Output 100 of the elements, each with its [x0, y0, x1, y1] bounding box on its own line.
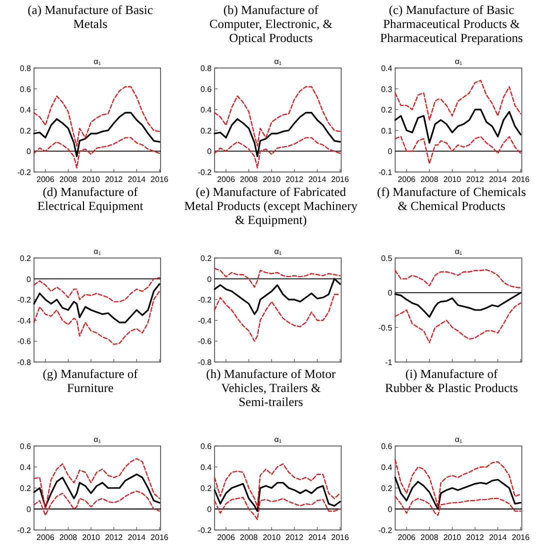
y-tick-label: -0.4 [17, 316, 32, 326]
chart-subtitle: α₁ [454, 435, 462, 444]
chart-title: (b) Manufacture of Computer, Electronic, & Optical Products [209, 3, 333, 45]
chart-title: (h) Manufacture of Motor Vehicles, Trailers & Semi-trailers [206, 367, 336, 409]
y-tick-label: -0.2 [198, 296, 212, 305]
x-tick-label: 2014 [488, 175, 508, 184]
chart-subtitle: α₁ [94, 57, 102, 66]
chart-title: (d) Manufacture of Electrical Equipment [37, 185, 144, 213]
y-tick-label: 0.6 [20, 442, 32, 451]
y-tick-label: 0.8 [200, 64, 212, 73]
y-tick-label: -0.6 [17, 337, 32, 346]
line-series [214, 278, 341, 315]
line-series [33, 474, 160, 508]
x-tick-label: 2012 [466, 533, 484, 542]
y-tick-label: 0.2 [20, 484, 32, 493]
y-tick-label: 0.2 [20, 254, 32, 263]
x-tick-label: 2008 [420, 533, 439, 542]
x-tick-label: 2012 [104, 533, 124, 542]
x-tick-label: 2012 [286, 175, 304, 184]
line-series [33, 137, 160, 168]
y-tick-label: 0.2 [200, 484, 212, 493]
x-tick-label: 2006 [36, 533, 55, 542]
x-tick-label: 2014 [128, 175, 146, 184]
y-tick-label: 0 [207, 274, 212, 284]
y-tick-label: 0 [26, 274, 32, 284]
x-tick-label: 2016 [512, 175, 530, 184]
y-tick-label: 0 [26, 147, 32, 156]
y-tick-label: 0.8 [20, 64, 32, 73]
line-series [394, 476, 522, 510]
x-tick-label: 2010 [82, 175, 100, 184]
line-series [214, 137, 341, 168]
x-tick-label: 2010 [262, 533, 282, 542]
x-tick-label: 2008 [240, 175, 258, 184]
x-tick-label: 2014 [308, 175, 327, 184]
y-tick-label: -1 [385, 358, 393, 367]
y-tick-label: 0.1 [381, 126, 393, 136]
x-tick-label: 2006 [36, 175, 55, 184]
y-tick-label: -0.2 [17, 296, 32, 305]
y-tick-label: 0.4 [20, 463, 32, 472]
chart-subtitle: α₁ [454, 247, 462, 256]
y-tick-label: 0.5 [381, 254, 393, 263]
x-tick-label: 2016 [150, 533, 169, 542]
line-series [394, 136, 522, 164]
x-tick-label: 2012 [286, 533, 304, 542]
line-series [33, 86, 160, 147]
y-tick-label: 0.4 [381, 463, 393, 472]
y-tick-label: 0.6 [381, 442, 393, 451]
x-tick-label: 2014 [128, 533, 146, 542]
x-tick-label: 2006 [398, 175, 416, 184]
y-tick-label: -0.8 [198, 358, 212, 367]
y-tick-label: 0 [388, 288, 393, 298]
x-tick-label: 2012 [104, 175, 124, 184]
line-series [33, 283, 160, 324]
chart-title: (a) Manufacture of Basic Metals [28, 3, 154, 31]
x-tick-label: 2008 [59, 533, 78, 542]
x-tick-label: 2010 [443, 175, 462, 184]
chart-subtitle: α₁ [454, 57, 462, 66]
chart-title: (e) Manufacture of Fabricated Metal Products (except Machinery & Equipment) [184, 185, 358, 227]
chart-title: (i) Manufacture of Rubber & Plastic Products [385, 367, 518, 395]
y-tick-label: 0.6 [200, 84, 212, 94]
line-series [214, 268, 341, 288]
y-tick-label: -0.5 [378, 323, 393, 332]
x-tick-label: 2008 [420, 175, 439, 184]
x-tick-label: 2006 [398, 533, 416, 542]
y-tick-label: 0 [207, 505, 212, 514]
y-tick-label: 0 [26, 505, 32, 514]
y-tick-label: 0.4 [200, 463, 212, 472]
x-tick-label: 2010 [443, 533, 462, 542]
x-tick-label: 2016 [150, 175, 169, 184]
chart-title: (c) Manufacture of Basic Pharmaceutical Products & Pharmaceutical Preparations [380, 3, 523, 45]
line-series [33, 277, 160, 302]
chart-subtitle: α₁ [94, 435, 102, 444]
y-tick-label: 0.2 [381, 106, 393, 115]
y-tick-label: 0.2 [381, 484, 393, 493]
x-tick-label: 2010 [262, 175, 282, 184]
y-tick-label: 0.2 [200, 126, 212, 136]
y-tick-label: 0.4 [381, 64, 393, 73]
chart-subtitle: α₁ [274, 435, 282, 444]
line-series [33, 112, 160, 158]
chart-title: (f) Manufacture of Chemicals & Chemical Products [377, 185, 526, 213]
line-series [214, 294, 341, 342]
y-tick-label: -0.1 [378, 168, 393, 177]
y-tick-label: 0 [388, 147, 393, 156]
y-tick-label: 0.3 [381, 84, 393, 94]
x-tick-label: 2008 [59, 175, 78, 184]
line-series [394, 302, 522, 344]
x-tick-label: 2016 [512, 533, 530, 542]
line-series [33, 290, 160, 345]
chart-title: (g) Manufacture of Furniture [42, 367, 139, 395]
y-tick-label: -0.8 [17, 358, 32, 367]
y-tick-label: 0.4 [200, 106, 212, 115]
x-tick-label: 2006 [217, 175, 236, 184]
x-tick-label: 2012 [466, 175, 484, 184]
y-tick-label: 0.2 [200, 254, 212, 263]
x-tick-label: 2008 [240, 533, 258, 542]
y-tick-label: -0.2 [378, 526, 393, 535]
y-tick-label: 0 [388, 505, 393, 514]
line-series [214, 86, 341, 147]
x-tick-label: 2006 [217, 533, 236, 542]
line-series [394, 269, 522, 288]
